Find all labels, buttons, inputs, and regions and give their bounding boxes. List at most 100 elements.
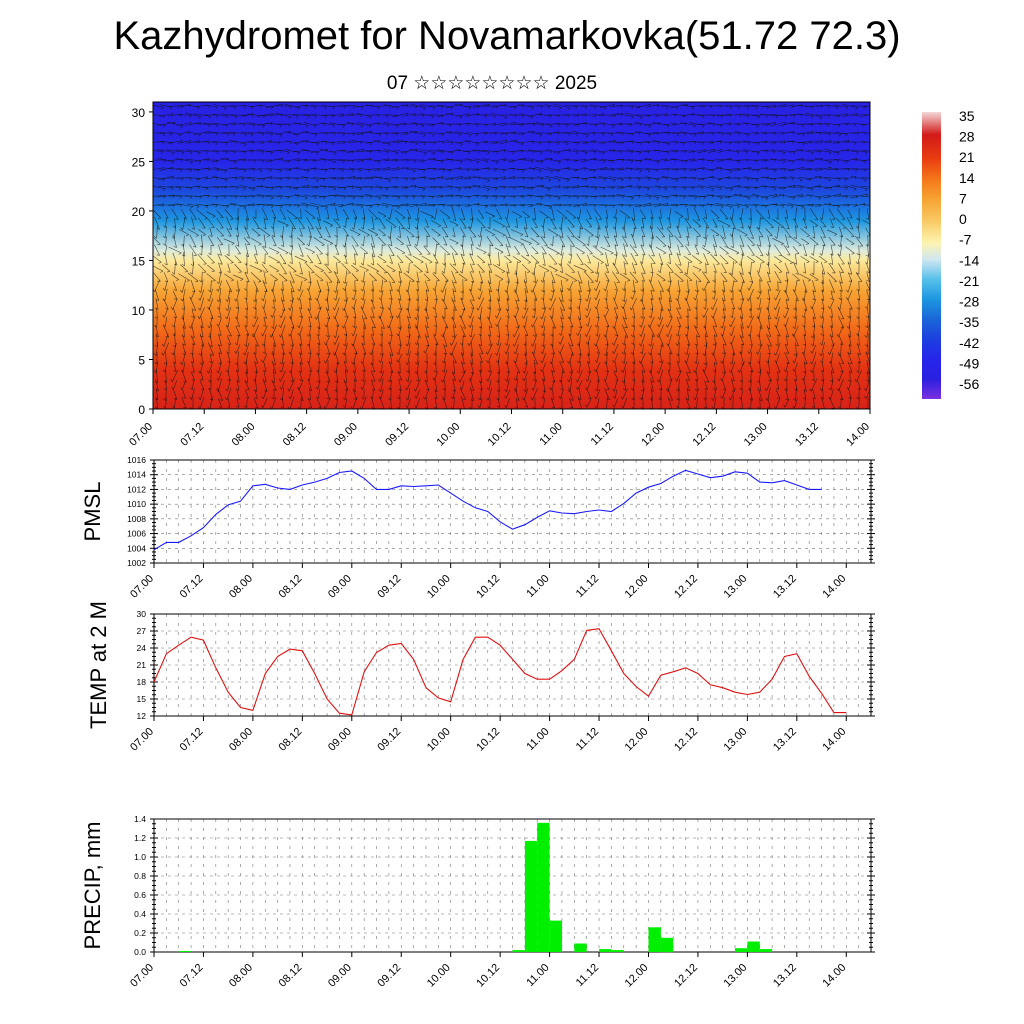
wind-barb — [399, 388, 401, 400]
wind-barb-flag — [648, 343, 652, 347]
wind-barb-flag — [657, 324, 660, 328]
wind-barb — [705, 225, 707, 239]
wind-barb — [348, 185, 362, 189]
wind-barb-flag — [667, 226, 671, 229]
wind-barb-flag — [757, 291, 761, 294]
wind-barb — [542, 389, 546, 399]
wind-barb — [362, 380, 366, 390]
wind-barb-flag — [622, 299, 625, 302]
wind-barb — [393, 122, 407, 126]
wind-barb-flag — [629, 307, 632, 311]
wind-barb — [222, 203, 236, 207]
wind-barb — [531, 246, 539, 254]
wind-barb — [650, 225, 654, 239]
wind-barb-flag — [541, 124, 544, 127]
wind-barb — [604, 308, 610, 318]
wind-barb-flag — [793, 379, 797, 382]
wind-barb-flag — [189, 196, 193, 199]
wind-barb — [482, 185, 498, 189]
wind-barb — [209, 333, 213, 347]
wind-barb-flag — [732, 227, 736, 230]
wind-barb — [417, 225, 419, 239]
wind-barb — [301, 202, 319, 208]
wind-barb-flag — [556, 142, 560, 146]
wind-barb — [309, 333, 311, 347]
wind-barb-flag — [523, 307, 526, 310]
wind-barb — [513, 360, 521, 374]
wind-barb-flag — [415, 236, 419, 239]
wind-barb — [250, 167, 262, 171]
wind-barb — [739, 244, 745, 256]
wind-barb — [351, 273, 359, 281]
wind-barb — [309, 371, 311, 381]
wind-barb-flag — [317, 361, 321, 364]
wind-barb — [157, 149, 175, 153]
wind-barb — [363, 235, 365, 247]
wind-barb — [328, 105, 346, 107]
wind-barb — [650, 378, 654, 392]
wind-barb — [510, 237, 524, 245]
wind-barb-flag — [469, 159, 473, 163]
wind-barb — [573, 265, 587, 271]
wind-barb-flag — [192, 343, 196, 345]
wind-barb — [191, 308, 195, 318]
wind-barb — [434, 389, 438, 399]
wind-barb — [667, 396, 673, 409]
wind-barb — [759, 360, 761, 374]
wind-barb — [287, 264, 297, 272]
wind-barb-flag — [244, 288, 247, 291]
wind-barb — [314, 265, 324, 271]
wind-barb — [596, 316, 600, 328]
wind-barb-flag — [782, 131, 785, 135]
wind-barb-flag — [583, 270, 587, 273]
wind-barb — [697, 123, 715, 125]
wind-barb — [749, 344, 753, 354]
wind-barb — [525, 270, 527, 284]
wind-barb-flag — [396, 396, 400, 400]
wind-barb — [326, 297, 330, 311]
wind-barb — [739, 235, 745, 247]
wind-barb-flag — [689, 280, 693, 282]
wind-barb-flag — [388, 398, 391, 401]
wind-barb-flag — [702, 314, 705, 318]
wind-barb-flag — [281, 244, 285, 247]
wind-barb — [546, 131, 560, 135]
wind-barb — [257, 176, 273, 180]
wind-barb — [227, 263, 231, 273]
wind-barb — [265, 157, 283, 163]
wind-barb-flag — [569, 344, 574, 347]
wind-barb-flag — [719, 125, 723, 128]
wind-barb — [677, 334, 681, 346]
wind-barb — [182, 315, 186, 329]
wind-barb-flag — [561, 309, 565, 311]
wind-barb-flag — [230, 262, 234, 264]
wind-barb-flag — [370, 186, 373, 190]
wind-barb — [584, 263, 594, 273]
wind-barb-flag — [279, 315, 282, 318]
wind-barb-flag — [666, 203, 669, 207]
wind-barb-flag — [318, 290, 322, 293]
wind-barb-flag — [522, 104, 525, 108]
wind-barb — [732, 234, 734, 248]
wind-barb — [695, 289, 699, 301]
wind-barb — [442, 369, 448, 383]
wind-barb — [210, 369, 212, 383]
wind-barb — [227, 370, 231, 382]
wind-barb-flag — [371, 370, 375, 372]
wind-barb-flag — [216, 124, 219, 128]
wind-barb — [251, 228, 261, 236]
wind-barb — [344, 361, 348, 373]
wind-barb-flag — [503, 196, 506, 200]
wind-barb — [550, 315, 556, 329]
wind-barb-flag — [323, 196, 326, 200]
wind-barb — [398, 343, 402, 355]
wind-barb — [173, 317, 177, 327]
wind-barb-flag — [657, 352, 660, 356]
wind-barb — [605, 281, 609, 291]
wind-barb — [356, 130, 372, 136]
wind-barb — [289, 378, 295, 392]
wind-barb-flag — [192, 309, 196, 311]
wind-barb — [361, 396, 367, 409]
wind-barb — [407, 398, 411, 408]
wind-barb-flag — [702, 142, 705, 145]
